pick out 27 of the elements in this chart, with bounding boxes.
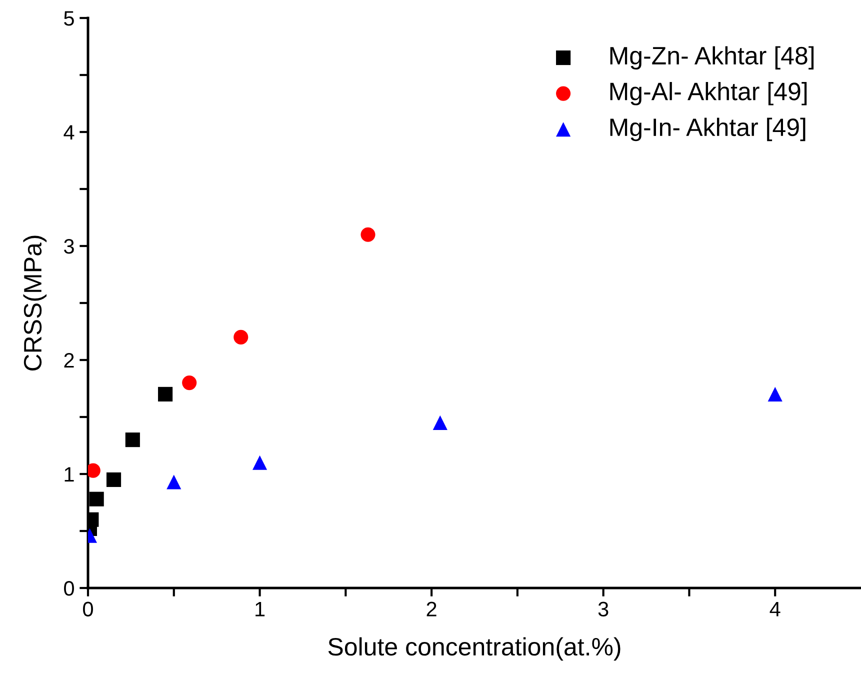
point — [166, 474, 182, 490]
y-tick-label: 4 — [64, 125, 74, 140]
x-tick-label: 3 — [598, 602, 608, 616]
y-tick-label: 2 — [64, 353, 74, 368]
point — [125, 432, 140, 448]
point — [89, 492, 104, 506]
y-tick-label: 3 — [64, 239, 74, 254]
x-tick-label: 4 — [770, 602, 780, 616]
y-tick-label: 0 — [64, 581, 74, 596]
point — [158, 386, 173, 402]
legend-label: Mg-In- Akhtar [49] — [610, 118, 806, 142]
point — [768, 386, 782, 402]
y-axis-title: CRSS(MPa) — [23, 236, 47, 370]
x-tick-label: 0 — [83, 602, 93, 616]
point — [432, 415, 448, 430]
point — [182, 376, 197, 390]
legend-label: Mg-Zn- Akhtar [48] — [610, 46, 814, 70]
x-tick-label: 1 — [256, 602, 265, 616]
legend-label: Mg-Al- Akhtar [49] — [610, 82, 807, 106]
y-tick-label: 1 — [64, 467, 74, 482]
point — [360, 227, 376, 242]
y-tick-label: 5 — [64, 11, 74, 26]
point — [252, 455, 268, 470]
point — [234, 330, 248, 344]
point — [106, 472, 122, 487]
x-axis-title: Solute concentration(at.%) — [328, 637, 620, 661]
x-tick-label: 2 — [426, 602, 436, 616]
